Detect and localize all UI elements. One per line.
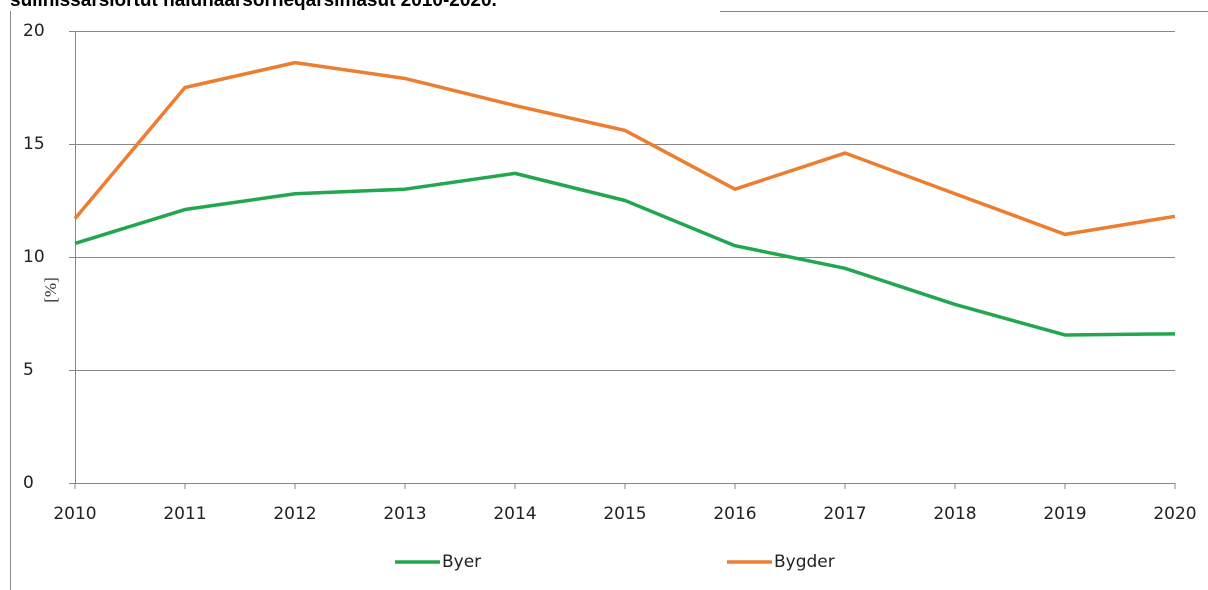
x-tick-label: 2019 — [1043, 504, 1086, 524]
series-line — [74, 171, 1176, 337]
x-tick-label: 2013 — [383, 504, 426, 524]
x-tick-label: 2012 — [273, 504, 316, 524]
y-tick-label: 10 — [23, 247, 45, 267]
x-tick-label: 2020 — [1153, 504, 1196, 524]
y-tick-label: 5 — [23, 360, 34, 380]
y-axis-label: [%] — [41, 277, 60, 302]
series-line — [73, 60, 1176, 237]
x-tick-label: 2014 — [493, 504, 536, 524]
x-tick-label: 2018 — [933, 504, 976, 524]
y-tick-label: 20 — [23, 21, 45, 41]
x-tick-label: 2017 — [823, 504, 866, 524]
legend-label: Bygder — [774, 552, 835, 572]
y-tick-label: 0 — [23, 473, 34, 493]
legend-label: Byer — [442, 552, 481, 572]
x-tick-label: 2015 — [603, 504, 646, 524]
x-tick-label: 2016 — [713, 504, 756, 524]
x-tick-label: 2011 — [163, 504, 206, 524]
y-tick-label: 15 — [23, 134, 45, 154]
chart-title: sulinissarsiortut nalunaarsorneqarsimasu… — [10, 0, 497, 11]
x-tick-label: 2010 — [53, 504, 96, 524]
